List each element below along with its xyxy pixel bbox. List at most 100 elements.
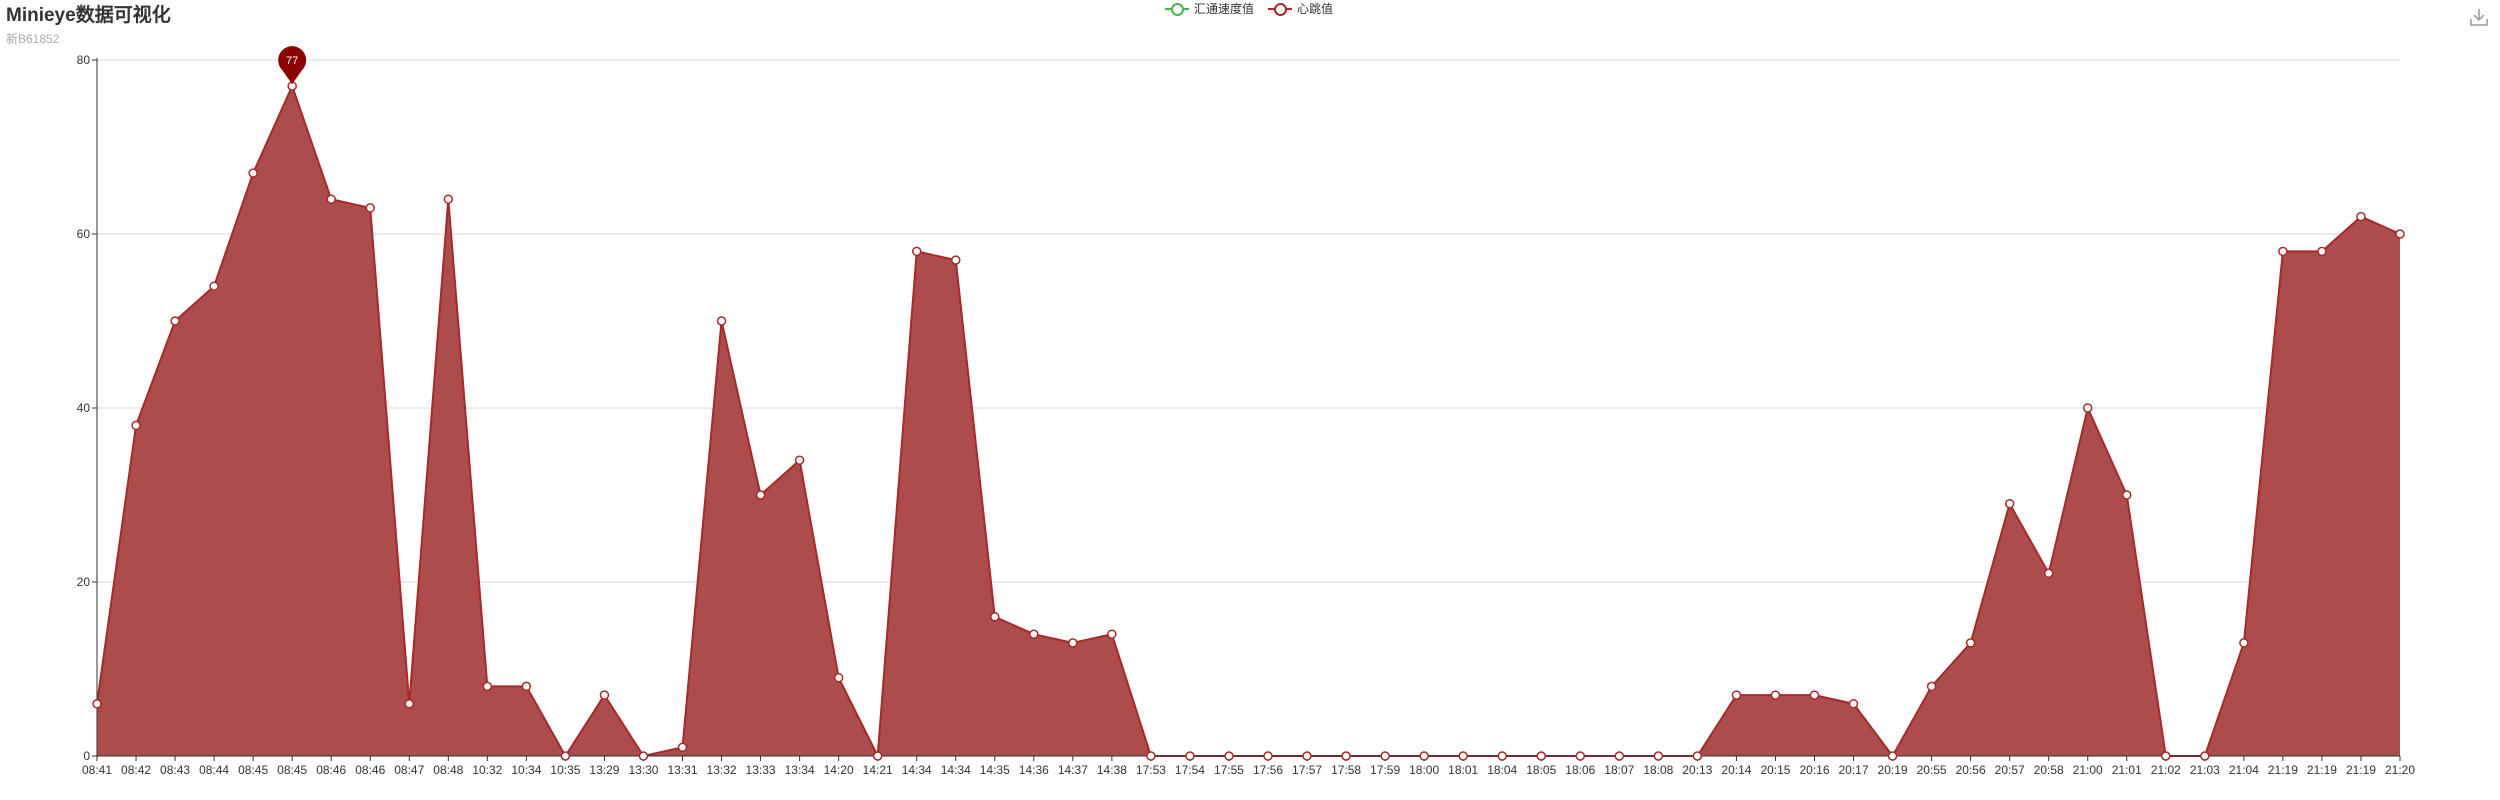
chart-subtitle: 新B61852 <box>6 32 60 46</box>
x-tick-label: 10:32 <box>472 763 502 777</box>
data-point <box>716 316 727 326</box>
data-point <box>1068 638 1078 648</box>
x-tick-label: 14:36 <box>1019 763 1049 777</box>
x-tick-label: 20:16 <box>1799 763 1829 777</box>
y-tick-label: 40 <box>77 401 91 415</box>
x-tick-label: 14:38 <box>1097 763 1127 777</box>
data-point <box>2161 751 2171 761</box>
data-point <box>755 490 766 500</box>
download-icon[interactable] <box>2468 6 2490 28</box>
x-tick-label: 21:19 <box>2268 763 2298 777</box>
x-tick-label: 21:19 <box>2307 763 2337 777</box>
x-tick-label: 17:54 <box>1175 763 1205 777</box>
x-tick-label: 18:08 <box>1643 763 1673 777</box>
legend-item-heartbeat[interactable]: 心跳值 <box>1268 0 1333 17</box>
legend-label-speed: 汇通速度值 <box>1194 2 1255 16</box>
x-tick-label: 21:03 <box>2190 763 2220 777</box>
x-tick-label: 17:55 <box>1214 763 1244 777</box>
data-point <box>92 699 102 709</box>
x-tick-label: 08:46 <box>355 763 385 777</box>
legend-line-circle-icon <box>1268 2 1293 16</box>
data-point <box>365 203 375 213</box>
legend-item-speed[interactable]: 汇通速度值 <box>1165 0 1254 17</box>
x-tick-label: 20:19 <box>1878 763 1908 777</box>
x-tick-label: 08:45 <box>238 763 268 777</box>
data-point <box>794 455 805 465</box>
max-marker-pin <box>278 46 307 85</box>
data-point <box>482 681 493 692</box>
data-point <box>1302 751 1312 761</box>
x-tick-label: 20:15 <box>1760 763 1790 777</box>
data-point <box>170 316 180 326</box>
data-point <box>1692 751 1703 761</box>
x-tick-label: 08:42 <box>121 763 151 777</box>
x-tick-label: 13:33 <box>746 763 776 777</box>
x-tick-label: 08:43 <box>160 763 190 777</box>
x-tick-label: 17:57 <box>1292 763 1322 777</box>
x-tick-label: 13:30 <box>628 763 658 777</box>
data-point <box>209 281 219 291</box>
data-point <box>599 690 610 700</box>
data-point <box>1926 681 1937 692</box>
data-point <box>1653 751 1664 761</box>
data-point <box>1770 690 1781 700</box>
x-tick-label: 18:01 <box>1448 763 1478 777</box>
x-tick-label: 17:53 <box>1136 763 1166 777</box>
data-point <box>1341 751 1351 761</box>
data-point <box>2278 246 2288 257</box>
legend: 汇通速度值 心跳值 <box>1165 0 1333 17</box>
data-point <box>1224 751 1234 761</box>
x-tick-label: 18:05 <box>1526 763 1556 777</box>
legend-dot <box>1171 2 1184 16</box>
data-point <box>248 168 258 178</box>
data-point <box>1575 751 1586 761</box>
x-tick-label: 13:32 <box>707 763 737 777</box>
x-tick-label: 20:55 <box>1917 763 1947 777</box>
max-marker-label: 77 <box>286 55 298 67</box>
x-tick-label: 20:57 <box>1995 763 2025 777</box>
data-point <box>560 751 571 761</box>
x-tick-label: 18:07 <box>1604 763 1634 777</box>
x-tick-label: 08:47 <box>394 763 424 777</box>
x-tick-label: 17:58 <box>1331 763 1361 777</box>
data-point <box>2082 403 2093 413</box>
data-point <box>1965 638 1976 648</box>
data-point <box>1536 751 1547 761</box>
x-tick-label: 17:56 <box>1253 763 1283 777</box>
y-tick-label: 0 <box>83 749 90 763</box>
x-tick-label: 14:34 <box>902 763 932 777</box>
x-tick-label: 14:21 <box>863 763 893 777</box>
x-tick-label: 08:44 <box>199 763 229 777</box>
data-point <box>2200 751 2210 761</box>
legend-line-circle-icon <box>1165 2 1189 16</box>
data-point <box>1185 751 1195 761</box>
y-tick-label: 60 <box>77 227 91 241</box>
data-point <box>872 751 883 761</box>
y-tick-label: 80 <box>77 53 91 67</box>
data-point <box>1458 751 1468 761</box>
x-tick-label: 14:35 <box>980 763 1010 777</box>
x-tick-label: 21:20 <box>2385 763 2415 777</box>
data-point <box>2356 211 2366 222</box>
data-point <box>1614 751 1625 761</box>
data-point <box>1848 699 1859 709</box>
x-tick-label: 14:34 <box>941 763 971 777</box>
x-tick-label: 13:31 <box>667 763 697 777</box>
data-point <box>443 194 454 204</box>
data-point <box>677 742 688 753</box>
data-point <box>638 751 649 761</box>
data-point <box>950 255 961 265</box>
y-tick-label: 20 <box>77 575 91 589</box>
x-tick-label: 20:13 <box>1682 763 1712 777</box>
legend-label-heartbeat: 心跳值 <box>1297 2 1334 16</box>
x-tick-label: 17:59 <box>1370 763 1400 777</box>
x-tick-label: 21:04 <box>2229 763 2259 777</box>
data-point <box>1497 751 1507 761</box>
data-point <box>833 672 844 683</box>
chart-title: Minieye数据可视化 <box>6 5 171 26</box>
data-point <box>1029 629 1039 639</box>
data-point <box>1146 751 1156 761</box>
data-point <box>1263 751 1273 761</box>
x-tick-label: 20:56 <box>1956 763 1986 777</box>
